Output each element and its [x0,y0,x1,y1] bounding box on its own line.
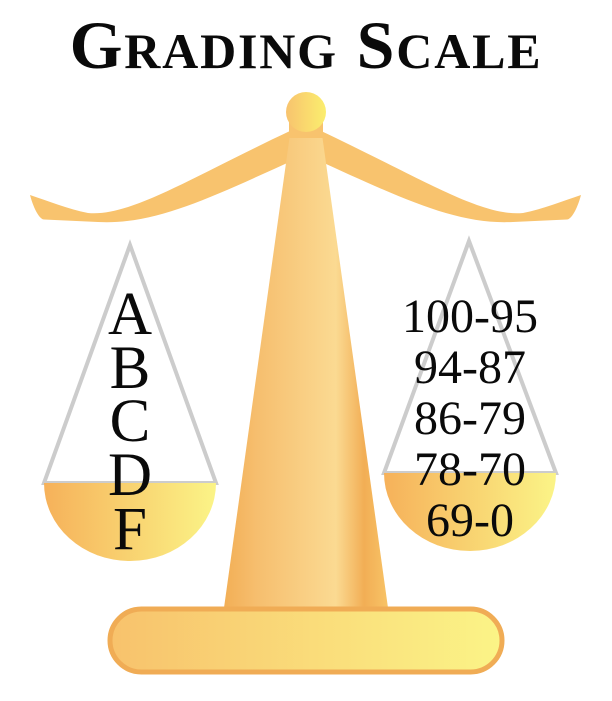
svg-text:F: F [113,496,147,563]
svg-text:100-95: 100-95 [402,290,538,343]
svg-text:78-70: 78-70 [414,443,526,496]
svg-text:94-87: 94-87 [414,341,526,394]
svg-text:69-0: 69-0 [426,494,514,547]
svg-text:86-79: 86-79 [414,392,526,445]
